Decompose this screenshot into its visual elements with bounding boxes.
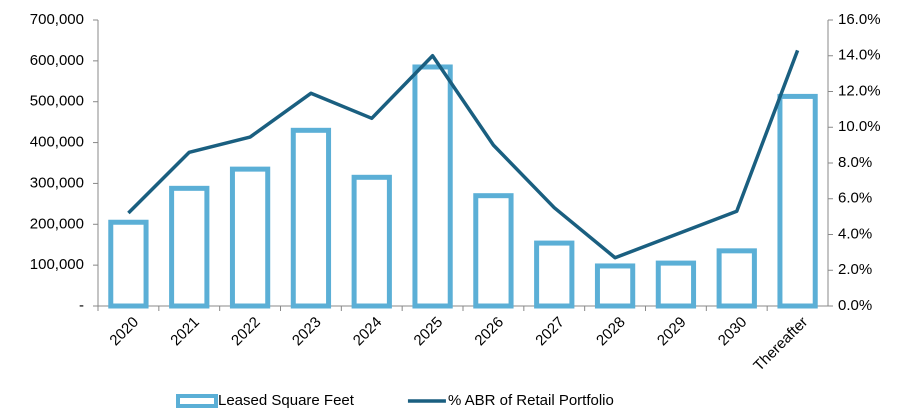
x-tick-label: 2022 [228,314,264,350]
y-tick-label: 700,000 [30,11,84,28]
x-tick-label: 2021 [167,314,203,350]
bar [351,174,392,309]
y2-tick-label: 12.0% [838,82,881,99]
bar [290,127,332,309]
legend-label: Leased Square Feet [218,392,355,409]
x-tick-label: 2023 [289,314,325,350]
line [127,49,800,260]
y2-tick-label: 4.0% [838,225,872,242]
bar [108,219,149,309]
bar [716,248,757,309]
y-tick-label: - [79,297,84,314]
y2-tick-label: 2.0% [838,261,872,278]
x-tick-label: 2025 [411,314,447,350]
y2-tick-label: 6.0% [838,190,872,207]
y-tick-label: 400,000 [30,134,84,151]
y-tick-label: 500,000 [30,93,84,110]
y2-tick-label: 14.0% [838,47,881,64]
x-tick-label: 2026 [471,314,507,350]
x-tick-label: 2024 [350,314,386,350]
bar [594,263,636,309]
y2-tick-label: 16.0% [838,11,881,28]
y-tick-label: 200,000 [30,215,84,232]
bar [777,93,818,309]
x-tick-label: 2020 [106,314,142,350]
x-tick-label: 2029 [654,314,690,350]
bar [473,193,514,309]
y-tick-label: 600,000 [30,52,84,69]
legend-swatch [176,394,218,408]
x-tick-label: 2027 [532,314,568,350]
y-tick-label: 300,000 [30,174,84,191]
x-tick-label: Thereafter [750,314,811,375]
x-tick-label: 2030 [715,314,751,350]
legend-label: % ABR of Retail Portfolio [448,392,614,409]
x-tick-label: 2028 [593,314,629,350]
bar [169,185,210,309]
bar [534,240,575,309]
y2-tick-label: 8.0% [838,154,872,171]
bar [412,64,453,309]
y2-tick-label: 10.0% [838,118,881,135]
bar [655,260,697,309]
y-tick-label: 100,000 [30,256,84,273]
bar [229,166,271,309]
y2-tick-label: 0.0% [838,297,872,314]
